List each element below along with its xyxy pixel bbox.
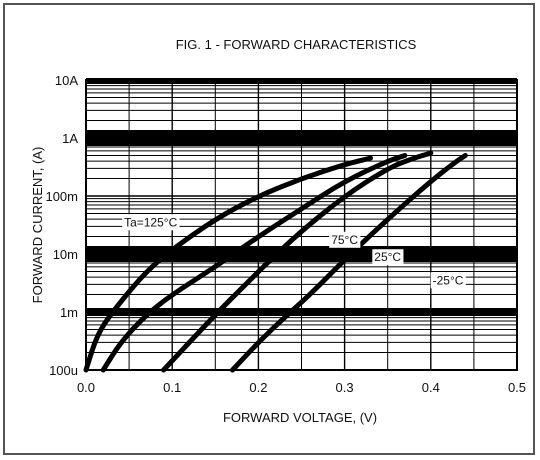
curve-label: Ta=125°C	[124, 215, 178, 229]
chart-title: FIG. 1 - FORWARD CHARACTERISTICS	[176, 37, 417, 52]
series-line-3	[230, 153, 468, 373]
y-tick-label: 10A	[55, 73, 78, 88]
x-tick-label: 0.5	[508, 380, 526, 395]
series-layer	[83, 150, 468, 373]
x-tick-label: 0.1	[163, 380, 181, 395]
x-tick-label: 0.2	[249, 380, 267, 395]
y-axis-label: FORWARD CURRENT, (A)	[30, 147, 45, 304]
curve-label: 75°C	[331, 233, 358, 247]
y-tick-label: 100u	[49, 363, 78, 378]
curve-label-bg	[329, 231, 361, 248]
curve-label-bg	[430, 272, 466, 289]
series-line-0	[83, 155, 373, 373]
series-line-2	[161, 150, 434, 373]
curve-label: -25°C	[433, 273, 464, 287]
x-tick-label: 0.3	[336, 380, 354, 395]
curve-label-bg	[122, 214, 180, 231]
y-tick-label: 1m	[60, 305, 78, 320]
label-layer: Ta=125°C 75°C 25°C -25°C	[122, 214, 466, 289]
x-tick-label: 0.0	[77, 380, 95, 395]
y-tick-label: 100m	[45, 189, 78, 204]
ticks-layer: 0.0 0.1 0.2 0.3 0.4 0.5 100u 1m 10m 100m 1A 10A	[45, 73, 526, 395]
x-tick-label: 0.4	[422, 380, 440, 395]
grid-layer	[85, 78, 518, 371]
curve-label: 25°C	[374, 250, 401, 264]
x-axis-label: FORWARD VOLTAGE, (V)	[223, 410, 377, 425]
curve-label-bg	[372, 249, 404, 266]
y-tick-label: 10m	[53, 247, 78, 262]
y-tick-label: 1A	[62, 131, 78, 146]
series-line-1	[100, 153, 408, 373]
